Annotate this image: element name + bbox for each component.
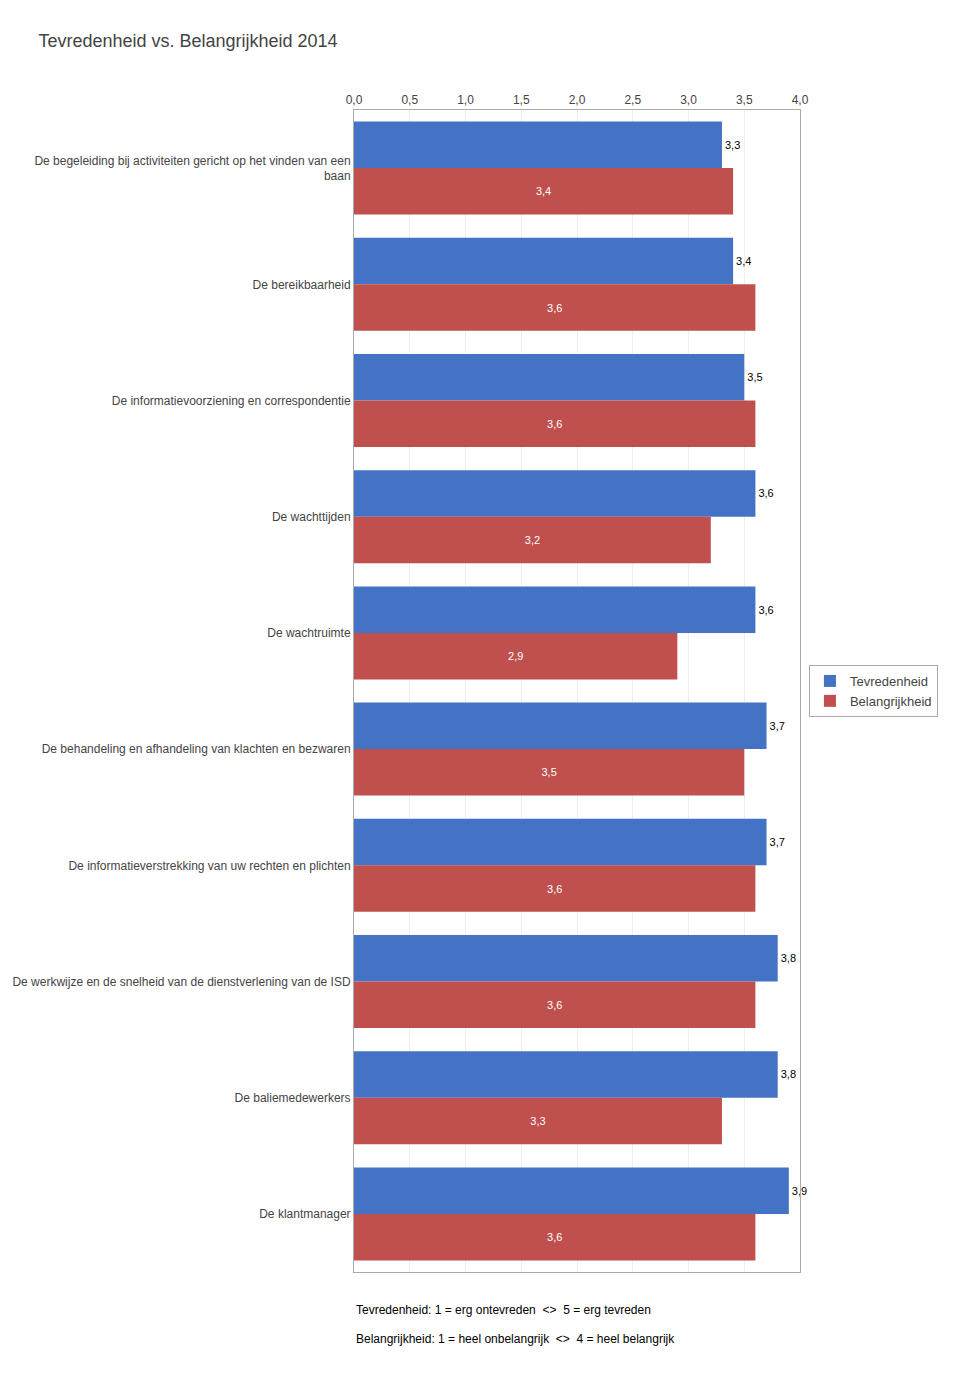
svg-text:3,7: 3,7 bbox=[770, 720, 785, 732]
svg-text:De informatievoorziening en co: De informatievoorziening en corresponden… bbox=[112, 394, 351, 408]
svg-text:0,5: 0,5 bbox=[401, 93, 418, 107]
svg-text:Belangrijkheid: Belangrijkheid bbox=[850, 694, 932, 709]
svg-text:0,0: 0,0 bbox=[346, 93, 363, 107]
svg-text:De klantmanager: De klantmanager bbox=[259, 1207, 350, 1221]
svg-text:3,6: 3,6 bbox=[547, 418, 562, 430]
svg-text:Tevredenheid vs. Belangrijkhei: Tevredenheid vs. Belangrijkheid 2014 bbox=[38, 31, 337, 51]
svg-text:3,6: 3,6 bbox=[547, 883, 562, 895]
svg-text:Belangrijkheid: 1 = heel onbel: Belangrijkheid: 1 = heel onbelangrijk <>… bbox=[356, 1332, 675, 1346]
svg-text:3,5: 3,5 bbox=[541, 766, 556, 778]
svg-text:Tevredenheid: Tevredenheid bbox=[850, 674, 928, 689]
svg-text:2,5: 2,5 bbox=[624, 93, 641, 107]
svg-text:De bereikbaarheid: De bereikbaarheid bbox=[253, 278, 351, 292]
svg-text:Tevredenheid: 1 = erg ontevred: Tevredenheid: 1 = erg ontevreden <> 5 = … bbox=[356, 1303, 651, 1317]
svg-text:1,5: 1,5 bbox=[513, 93, 530, 107]
svg-text:3,8: 3,8 bbox=[781, 952, 796, 964]
svg-text:De baliemedewerkers: De baliemedewerkers bbox=[235, 1091, 351, 1105]
svg-text:3,0: 3,0 bbox=[680, 93, 697, 107]
svg-text:De wachtruimte: De wachtruimte bbox=[267, 626, 351, 640]
svg-text:2,0: 2,0 bbox=[569, 93, 586, 107]
svg-text:3,4: 3,4 bbox=[736, 255, 751, 267]
svg-text:3,5: 3,5 bbox=[736, 93, 753, 107]
svg-text:3,6: 3,6 bbox=[758, 487, 773, 499]
svg-text:3,6: 3,6 bbox=[758, 604, 773, 616]
svg-text:3,3: 3,3 bbox=[725, 139, 740, 151]
svg-text:2,9: 2,9 bbox=[508, 650, 523, 662]
svg-text:3,5: 3,5 bbox=[747, 371, 762, 383]
svg-text:De informatieverstrekking van: De informatieverstrekking van uw rechten… bbox=[68, 859, 350, 873]
svg-text:3,7: 3,7 bbox=[770, 836, 785, 848]
svg-text:3,6: 3,6 bbox=[547, 999, 562, 1011]
svg-text:3,2: 3,2 bbox=[525, 534, 540, 546]
svg-text:3,8: 3,8 bbox=[781, 1068, 796, 1080]
svg-text:1,0: 1,0 bbox=[457, 93, 474, 107]
svg-text:3,9: 3,9 bbox=[792, 1185, 807, 1197]
svg-text:De behandeling en afhandeling: De behandeling en afhandeling van klacht… bbox=[42, 742, 351, 756]
svg-text:3,4: 3,4 bbox=[536, 185, 551, 197]
svg-text:3,6: 3,6 bbox=[547, 302, 562, 314]
svg-text:De wachttijden: De wachttijden bbox=[272, 510, 351, 524]
svg-text:De werkwijze en de snelheid va: De werkwijze en de snelheid van de diens… bbox=[12, 975, 351, 989]
svg-text:3,6: 3,6 bbox=[547, 1231, 562, 1243]
svg-text:3,3: 3,3 bbox=[530, 1115, 545, 1127]
svg-text:4,0: 4,0 bbox=[792, 93, 809, 107]
svg-text:De begeleiding bij activiteite: De begeleiding bij activiteiten gericht … bbox=[34, 154, 350, 184]
